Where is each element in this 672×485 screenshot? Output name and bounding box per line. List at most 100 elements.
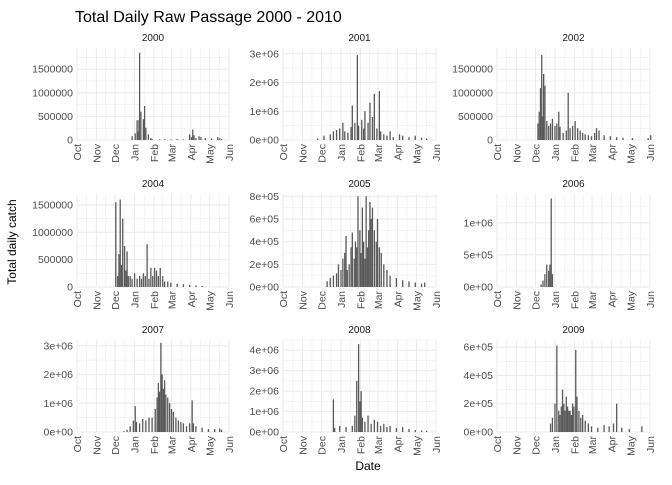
bar	[612, 423, 615, 432]
bar	[145, 127, 147, 140]
bar	[402, 280, 404, 287]
bar	[167, 281, 169, 287]
bar	[138, 52, 141, 140]
bar	[376, 218, 379, 287]
bar	[603, 135, 605, 140]
bar	[544, 274, 546, 287]
bar	[542, 73, 545, 140]
bar	[329, 134, 331, 140]
bar	[136, 278, 138, 287]
bar	[540, 284, 542, 287]
y-tick-label: 0e+00	[44, 427, 74, 439]
bar	[342, 122, 344, 140]
x-tick-label: May	[625, 435, 637, 456]
bar	[359, 230, 361, 287]
bar	[383, 264, 385, 287]
x-tick-label: Apr	[186, 436, 198, 453]
bar	[156, 397, 158, 432]
bar	[569, 410, 571, 432]
bar	[342, 258, 344, 287]
bar	[420, 283, 423, 287]
bar	[360, 252, 362, 287]
bar	[576, 396, 578, 432]
x-tick-label: Oct	[278, 144, 290, 160]
bar	[383, 423, 385, 432]
bar	[373, 230, 375, 287]
x-tick-label: Jun	[645, 291, 657, 308]
bar	[556, 345, 558, 432]
bar	[562, 132, 564, 140]
bar	[549, 423, 552, 432]
bar	[138, 423, 141, 432]
bar	[177, 420, 180, 432]
bar	[137, 131, 139, 140]
x-tick-label: May	[625, 143, 637, 164]
bar	[597, 427, 599, 432]
bar	[571, 125, 574, 140]
bar	[364, 258, 366, 287]
y-tick-label: 0	[487, 135, 493, 147]
panel-2007: 2007 0e+00 1e+06 2e+06 3e+06 Oct Nov Dec Jan Feb M…	[44, 325, 237, 456]
x-tick-label: Jun	[645, 436, 657, 453]
bar	[554, 403, 556, 432]
x-tick-label: May	[411, 435, 423, 456]
bar	[616, 137, 618, 140]
x-tick-label: Feb	[149, 291, 161, 309]
bar	[138, 276, 141, 287]
bar	[584, 134, 586, 140]
bar	[163, 380, 166, 432]
bar	[152, 276, 154, 287]
bar	[335, 129, 338, 140]
x-axis-label: Date	[355, 459, 381, 473]
x-tick-label: Jun	[431, 436, 443, 453]
bar	[126, 251, 128, 287]
bar	[159, 267, 161, 287]
y-tick-label: 0	[67, 135, 73, 147]
bar	[150, 267, 152, 287]
bar	[210, 138, 213, 140]
x-tick-label: Mar	[587, 436, 599, 455]
x-tick-label: Jan	[336, 291, 348, 308]
bar	[157, 276, 160, 287]
bar	[554, 125, 556, 140]
y-tick-label: 1e+06	[44, 398, 74, 410]
bar	[163, 139, 166, 140]
bar	[420, 430, 423, 432]
y-tick-label: 1500000	[32, 64, 73, 76]
x-tick-label: Nov	[512, 435, 524, 454]
y-tick-label: 0	[67, 282, 73, 294]
y-tick-label: 2e+06	[250, 77, 280, 89]
bar	[631, 138, 634, 140]
x-tick-label: May	[411, 290, 423, 311]
bar	[134, 406, 136, 432]
x-tick-label: Dec	[316, 144, 328, 163]
x-tick-label: Jun	[224, 144, 236, 161]
bar	[402, 426, 404, 432]
bar	[354, 122, 356, 140]
bar	[414, 135, 416, 140]
bar	[579, 130, 581, 140]
bar	[367, 122, 369, 140]
bar	[334, 427, 336, 432]
y-tick-label: 0e+00	[464, 282, 494, 294]
y-tick-label: 1500000	[452, 64, 493, 76]
bar	[193, 135, 195, 140]
x-tick-label: Jan	[130, 291, 142, 308]
x-tick-label: Jan	[550, 291, 562, 308]
bar	[350, 127, 352, 140]
chart-title: Total Daily Raw Passage 2000 - 2010	[75, 9, 342, 26]
bar	[398, 134, 401, 140]
bar	[538, 111, 540, 140]
bar	[207, 429, 210, 432]
y-tick-label: 4e+05	[464, 370, 494, 382]
x-tick-label: Mar	[166, 144, 178, 163]
bar	[136, 120, 138, 140]
bar	[192, 129, 194, 140]
bar	[182, 139, 185, 140]
bar	[598, 130, 600, 140]
bar	[167, 397, 169, 432]
y-tick-label: 3e+06	[44, 340, 74, 352]
x-tick-label: Oct	[278, 291, 290, 307]
bar	[332, 275, 335, 287]
x-tick-label: Oct	[72, 144, 84, 160]
